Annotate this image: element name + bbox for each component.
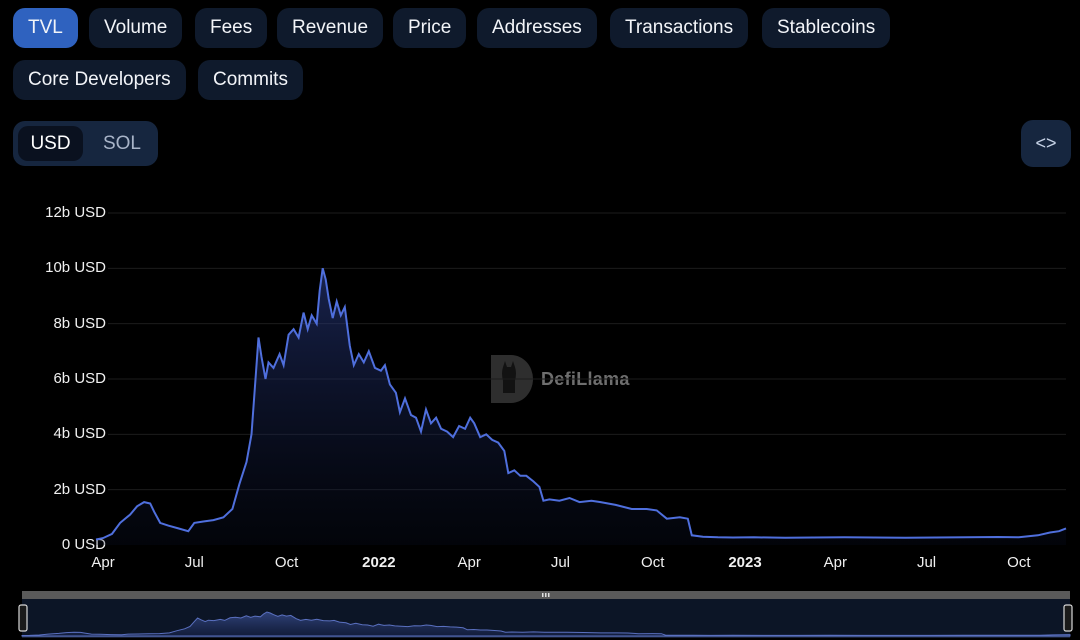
y-tick-label: 8b USD [53, 314, 106, 332]
tab-stablecoins[interactable]: Stablecoins [762, 8, 891, 48]
zoom-drag-grip-icon[interactable] [542, 593, 550, 597]
currency-toggle: USD SOL [13, 121, 158, 166]
tab-commits[interactable]: Commits [198, 60, 303, 100]
tab-core-developers[interactable]: Core Developers [13, 60, 186, 100]
tab-tvl[interactable]: TVL [13, 8, 78, 48]
tab-price[interactable]: Price [393, 8, 467, 48]
x-tick-label: Apr [457, 554, 481, 571]
tvl-area-fill [96, 268, 1066, 545]
y-tick-label: 2b USD [53, 480, 106, 498]
zoom-handle-right[interactable] [1063, 604, 1073, 632]
x-tick-label: Jul [184, 554, 204, 571]
x-tick-label: Oct [274, 554, 299, 571]
x-tick-label: Apr [91, 554, 115, 571]
x-tick-label: Jul [916, 554, 937, 571]
tab-transactions[interactable]: Transactions [610, 8, 749, 48]
tab-fees[interactable]: Fees [195, 8, 268, 48]
y-tick-label: 12b USD [45, 204, 106, 221]
embed-code-button[interactable]: <> [1021, 120, 1071, 167]
x-tick-label: 2022 [362, 554, 396, 571]
y-tick-label: 4b USD [53, 425, 106, 443]
tab-revenue[interactable]: Revenue [277, 8, 384, 48]
zoom-slider[interactable] [18, 591, 1073, 638]
tab-volume[interactable]: Volume [89, 8, 183, 48]
y-tick-label: 10b USD [45, 259, 106, 277]
zoom-slider-preview [21, 611, 1071, 637]
y-tick-label: 0 USD [61, 536, 106, 553]
tab-addresses[interactable]: Addresses [477, 8, 597, 48]
y-tick-label: 6b USD [53, 370, 106, 387]
x-tick-label: Jul [550, 554, 571, 571]
x-tick-label: Oct [1007, 554, 1031, 571]
zoom-handle-left[interactable] [18, 604, 28, 632]
x-tick-label: Apr [823, 554, 847, 571]
currency-option-usd[interactable]: USD [18, 126, 83, 161]
x-tick-label: Oct [641, 554, 665, 571]
code-brackets-icon: <> [1035, 133, 1057, 153]
tvl-series-line [95, 268, 1067, 541]
currency-option-sol[interactable]: SOL [102, 133, 142, 154]
x-tick-label: 2023 [728, 554, 762, 571]
